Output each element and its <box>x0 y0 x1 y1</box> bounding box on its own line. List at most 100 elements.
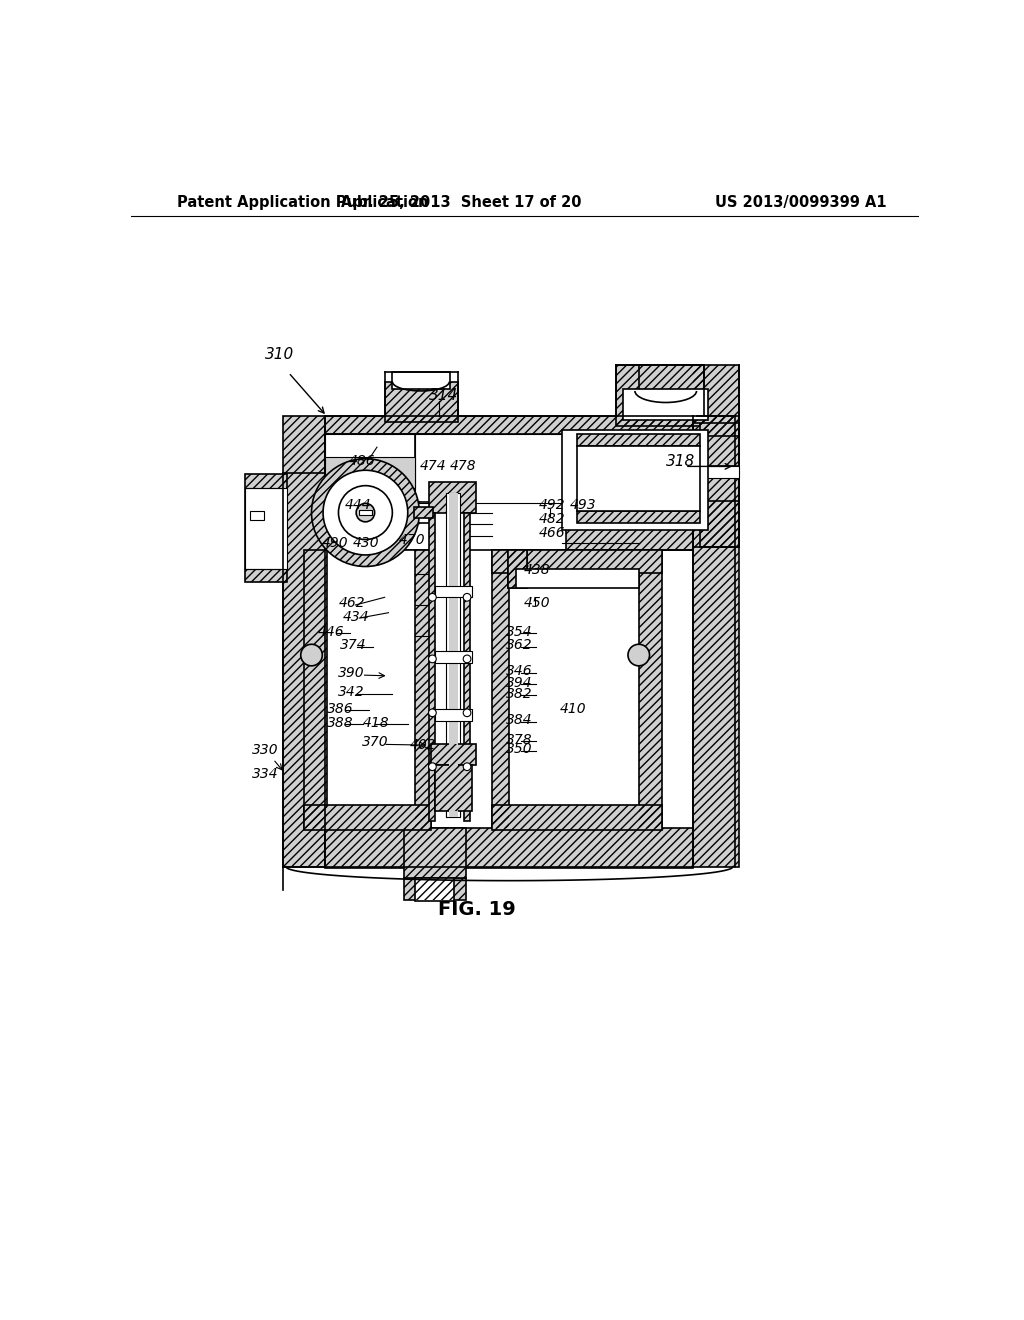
Text: 486: 486 <box>348 454 375 469</box>
Text: Patent Application Publication: Patent Application Publication <box>177 195 428 210</box>
Bar <box>431 743 475 766</box>
Text: 334: 334 <box>252 767 279 781</box>
Bar <box>578 434 700 446</box>
Text: Apr. 25, 2013  Sheet 17 of 20: Apr. 25, 2013 Sheet 17 of 20 <box>341 195 582 210</box>
Text: 370: 370 <box>361 735 388 748</box>
Bar <box>326 829 692 869</box>
Circle shape <box>429 763 436 771</box>
Bar <box>578 511 700 523</box>
Bar <box>562 434 692 451</box>
Bar <box>392 372 451 389</box>
Bar <box>449 494 458 817</box>
Bar <box>692 436 739 466</box>
Bar <box>515 569 639 589</box>
Text: 374: 374 <box>340 638 367 652</box>
Bar <box>326 829 692 869</box>
Text: 386: 386 <box>327 702 353 715</box>
Bar <box>304 805 431 830</box>
Bar <box>326 434 692 549</box>
Text: 438: 438 <box>523 564 550 577</box>
Bar <box>692 364 739 422</box>
Bar <box>245 474 287 582</box>
Bar <box>429 512 435 821</box>
Circle shape <box>311 458 419 566</box>
Text: 482: 482 <box>539 512 565 525</box>
Bar <box>327 549 416 805</box>
Bar <box>700 416 739 548</box>
Text: 474: 474 <box>419 459 445 474</box>
Bar <box>385 381 458 422</box>
Bar <box>508 549 527 589</box>
Text: 314: 314 <box>429 388 459 403</box>
Text: 446: 446 <box>317 624 344 639</box>
Text: 490: 490 <box>322 536 348 550</box>
Bar <box>416 549 431 829</box>
Circle shape <box>628 644 649 665</box>
Bar <box>692 416 739 867</box>
Circle shape <box>301 644 323 665</box>
Bar <box>639 364 705 405</box>
Bar <box>326 434 449 451</box>
Text: 492: 492 <box>539 498 565 512</box>
Bar <box>359 511 372 515</box>
Polygon shape <box>326 434 416 503</box>
Bar <box>464 512 470 821</box>
Bar <box>639 549 662 829</box>
Text: 354: 354 <box>506 624 532 639</box>
Text: 493: 493 <box>569 498 596 512</box>
Bar <box>615 364 705 426</box>
Bar <box>508 549 527 589</box>
Bar <box>245 474 287 582</box>
Bar <box>639 549 662 829</box>
Bar <box>615 364 705 426</box>
Bar <box>416 549 431 829</box>
Bar <box>326 416 692 451</box>
Bar <box>562 430 708 531</box>
Text: US 2013/0099399 A1: US 2013/0099399 A1 <box>715 195 887 210</box>
Bar <box>429 482 475 512</box>
Text: 410: 410 <box>560 702 587 715</box>
Bar <box>326 434 449 451</box>
Circle shape <box>463 594 471 601</box>
Bar <box>429 482 475 512</box>
Bar <box>493 549 662 573</box>
Text: 402: 402 <box>410 738 436 752</box>
Bar <box>578 446 700 511</box>
Text: 350: 350 <box>506 742 532 756</box>
Bar <box>403 878 466 900</box>
Bar <box>493 805 662 830</box>
Bar <box>493 549 509 829</box>
Bar <box>578 434 700 446</box>
Bar <box>508 549 527 589</box>
Bar <box>509 549 639 805</box>
Circle shape <box>463 763 471 771</box>
Bar <box>562 434 692 451</box>
Bar <box>639 364 705 405</box>
Bar <box>385 381 458 422</box>
Text: 318: 318 <box>666 454 695 469</box>
Bar <box>435 766 472 812</box>
Bar <box>435 651 472 663</box>
Bar <box>493 549 509 829</box>
Bar <box>692 416 739 867</box>
Bar <box>326 416 692 451</box>
Bar <box>446 494 460 817</box>
Bar <box>435 709 472 721</box>
Bar <box>429 512 435 821</box>
Bar <box>464 512 470 821</box>
Circle shape <box>323 470 408 554</box>
Text: 310: 310 <box>265 347 295 362</box>
Bar <box>431 743 475 766</box>
Bar <box>692 466 739 478</box>
Text: 470: 470 <box>398 533 425 548</box>
Bar <box>624 389 708 420</box>
Text: 378: 378 <box>506 733 532 747</box>
Circle shape <box>356 503 375 521</box>
Text: 362: 362 <box>506 638 532 652</box>
Text: 346: 346 <box>506 664 532 678</box>
Text: 444: 444 <box>345 498 372 512</box>
Bar <box>578 511 700 523</box>
Text: 462: 462 <box>339 597 366 610</box>
Text: 430: 430 <box>352 536 379 550</box>
Text: 466: 466 <box>539 525 565 540</box>
